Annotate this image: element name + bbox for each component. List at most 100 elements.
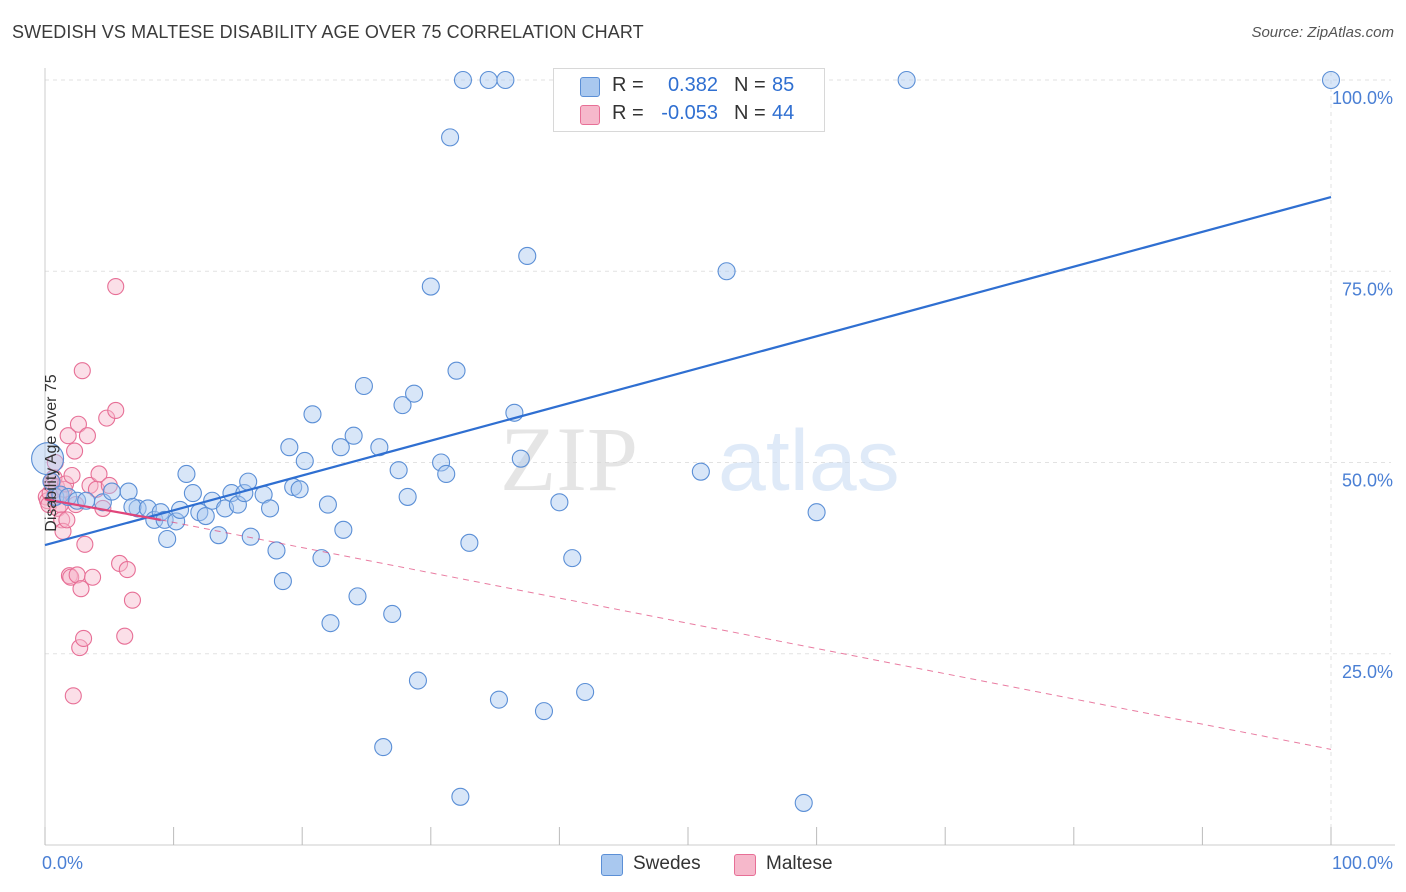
maltese-point [63,466,81,485]
swedes-point [158,529,177,549]
legend-swedes-label: Swedes [633,853,701,874]
y-tick-label: 50.0% [1342,471,1393,491]
swedes-point [59,487,78,506]
swedes-point [267,541,286,560]
legend-maltese-swatch [734,854,756,876]
series-legend: Swedes Maltese [0,852,1406,878]
swedes-point [260,499,280,518]
correlation-legend: R = 0.382 N = 85 R = -0.053 N = 44 [553,68,825,132]
legend-row-swedes: R = 0.382 N = 85 [554,72,824,100]
swedes-point [1321,70,1341,90]
swedes-point [303,405,322,424]
tick-labels: 25.0% 50.0% 75.0% 100.0% 0.0% 100.0% [42,88,1393,873]
swedes-point [102,482,121,501]
swedes-point [383,604,402,624]
swedes-point [196,506,215,526]
swedes-point [496,70,515,90]
swedes-point [441,128,460,147]
maltese-point [59,427,77,445]
maltese-point [84,568,102,586]
swedes-point [807,503,826,522]
maltese-trend-solid [44,498,161,521]
swedes-point [451,787,470,806]
swedes-point [177,464,196,484]
swedes-point [209,526,228,545]
swedes-point [312,549,331,568]
legend-swedes-swatch [601,854,623,876]
chart-title: SWEDISH VS MALTESE DISABILITY AGE OVER 7… [12,22,644,42]
swedes-point [354,376,373,396]
maltese-r-value: -0.053 [661,102,718,124]
swedes-point [408,671,427,690]
maltese-point [71,639,89,657]
maltese-points [37,277,141,705]
swedes-point [393,396,412,415]
swedes-n-label: N = [734,74,766,96]
chart-source: Source: ZipAtlas.com [1251,24,1394,41]
swedes-point [228,495,247,514]
maltese-point [76,535,94,553]
swedes-point [563,549,582,568]
y-tick-label: 25.0% [1342,662,1393,682]
y-tick-label: 75.0% [1342,279,1393,299]
swedes-point [717,262,736,281]
swedes-point [42,472,61,491]
maltese-point [107,277,125,296]
swedes-point [432,453,451,472]
maltese-trend-dashed [160,519,1332,750]
swedes-point [167,512,186,531]
swedes-point [119,482,138,501]
watermark-zip: ZIP [500,408,638,510]
swedes-point [344,426,363,445]
swedes-trend-line [44,195,1332,547]
swedes-point [321,614,340,633]
maltese-point [107,401,125,420]
swedes-r-label: R = [612,74,644,96]
axes [44,68,1395,846]
maltese-point [66,442,84,460]
swedes-point [421,277,440,296]
legend-maltese-label: Maltese [766,853,833,874]
swedes-point [241,527,260,546]
maltese-point [69,415,87,433]
swedes-points [31,70,1341,812]
swedes-point [273,572,292,591]
legend-row-maltese: R = -0.053 N = 44 [554,100,824,128]
swedes-point [318,495,337,514]
swedes-swatch [580,77,600,97]
swedes-r-value: 0.382 [667,74,718,96]
swedes-point [453,70,473,90]
swedes-point [447,361,466,380]
maltese-point [90,465,108,483]
swedes-point [794,793,813,812]
swedes-point [31,442,65,476]
swedes-point [897,70,916,90]
maltese-swatch [580,105,600,125]
y-tick-label: 100.0% [1332,88,1393,108]
maltese-point [57,475,75,493]
swedes-point [550,493,569,512]
watermark: ZIP atlas [500,408,900,510]
swedes-point [348,587,367,606]
swedes-point [331,438,350,457]
y-axis-label: Disability Age Over 75 [43,374,60,532]
x-tick-label: 100.0% [1332,853,1393,873]
swedes-n-value: 85 [772,74,795,96]
swedes-point [295,451,314,471]
swedes-point [534,702,554,721]
x-tick-label: 0.0% [42,853,83,873]
swedes-point [691,462,710,481]
trend-lines [44,195,1332,750]
maltese-point [116,627,134,645]
maltese-r-label: R = [612,102,644,124]
swedes-point [280,438,299,457]
maltese-point [73,362,91,380]
watermark-atlas: atlas [718,413,900,509]
swedes-point [334,520,353,539]
swedes-point [460,533,479,552]
swedes-point [511,449,530,468]
swedes-point [576,682,595,702]
maltese-point [78,427,96,445]
maltese-n-label: N = [734,102,766,124]
